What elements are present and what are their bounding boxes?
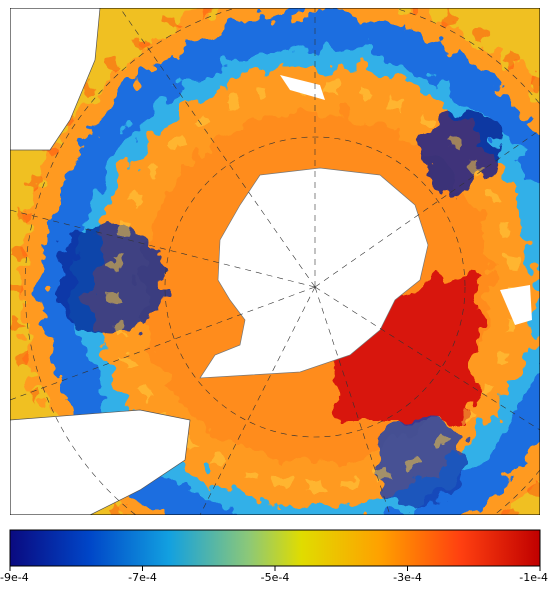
colorbar [9,529,541,567]
colorbar-tick-label: -9e-4 [0,571,29,584]
colorbar-tick-label: -3e-4 [393,571,422,584]
colorbar-tick-label: -7e-4 [128,571,157,584]
colorbar-tick-label: -5e-4 [261,571,290,584]
colorbar-tick-label: -1e-4 [519,571,548,584]
